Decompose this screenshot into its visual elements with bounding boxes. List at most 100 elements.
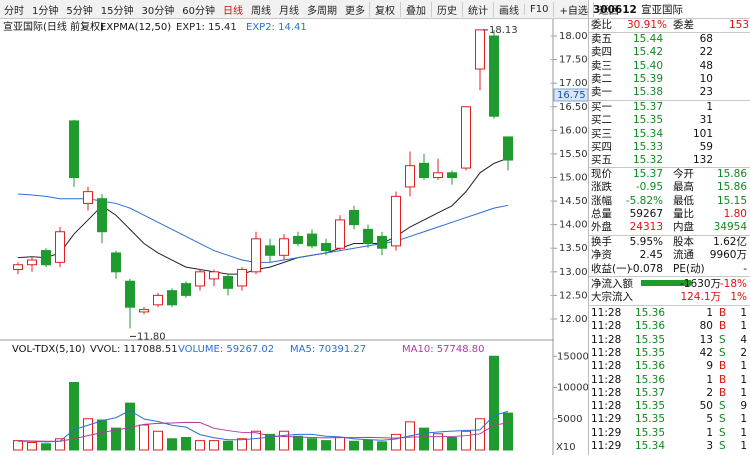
bid-label: 买二 <box>591 114 612 127</box>
tool-button[interactable]: +自选 <box>553 1 592 17</box>
ask-price: 15.38 <box>632 86 663 99</box>
bid-label: 买一 <box>591 101 612 113</box>
y-tick-label: 16.00 <box>559 125 588 136</box>
candle-body <box>55 231 65 263</box>
stat-label: 涨幅 <box>591 194 612 207</box>
candle-body <box>251 238 261 273</box>
stat-value: 34954 <box>713 221 747 234</box>
period-tab[interactable]: 1分钟 <box>32 5 59 17</box>
volume-bar <box>307 438 317 451</box>
stat-value: 15.15 <box>716 194 747 207</box>
candle-body <box>503 136 513 161</box>
bid-label: 买四 <box>591 140 612 153</box>
trade-count: 1 <box>740 413 747 426</box>
candle-body <box>195 271 205 287</box>
trade-price: 15.36 <box>634 320 665 333</box>
candle-body <box>181 283 191 296</box>
volume-bar <box>293 435 303 451</box>
stat-value: 15.86 <box>716 181 747 194</box>
flow-value: -1630万 <box>679 278 721 290</box>
low-label: 11.80 <box>137 331 166 342</box>
ask-price: 15.42 <box>632 46 663 59</box>
bid-label: 买五 <box>591 154 612 167</box>
tool-button[interactable]: 历史 <box>430 1 462 17</box>
ask-volume: 22 <box>699 46 713 59</box>
tool-button[interactable]: 复权 <box>368 1 400 17</box>
finance-label: 净资 <box>591 249 612 262</box>
period-tab[interactable]: 日线 <box>222 5 243 17</box>
y-tick-label: 12.50 <box>559 290 588 301</box>
trade-price: 15.35 <box>634 400 665 413</box>
trade-price: 15.35 <box>634 413 665 426</box>
candle-body <box>363 228 373 245</box>
trade-volume: 80 <box>699 320 713 333</box>
volume-bar <box>489 355 499 451</box>
trade-volume: 1 <box>706 426 713 439</box>
volume-bar <box>265 433 275 451</box>
candle-body <box>97 198 107 233</box>
period-tab[interactable]: 月线 <box>278 5 299 17</box>
period-tab[interactable]: 30分钟 <box>141 5 175 17</box>
y-tick-label: 13.00 <box>559 267 588 278</box>
candle-body <box>125 280 135 308</box>
tool-button[interactable]: F10 <box>523 3 553 15</box>
tool-button[interactable]: 叠加 <box>399 1 431 17</box>
candle-body <box>111 252 121 273</box>
period-tab[interactable]: 5分钟 <box>66 5 93 17</box>
stat-label: 总量 <box>591 207 612 220</box>
candle-body <box>27 259 37 266</box>
toolbar: 分时 1分钟 5分钟 15分钟 30分钟 60分钟 日线 周线 月线 多周期 更多 复权 叠加 历史 统计画… <box>0 0 619 19</box>
period-tab[interactable]: 周线 <box>250 5 271 17</box>
volume-bar <box>167 438 177 451</box>
tool-button[interactable]: 返回 <box>592 1 624 17</box>
period-tab[interactable]: 分时 <box>4 5 24 17</box>
trade-volume: 42 <box>699 346 713 359</box>
y-tick-label: 15.00 <box>559 172 588 183</box>
indicator-value: EXP1: 15.41 <box>176 22 237 33</box>
candle-body <box>321 243 331 252</box>
trade-count: 2 <box>740 346 747 359</box>
volume-bar <box>461 430 471 451</box>
ask-label: 卖四 <box>591 46 612 59</box>
period-tab[interactable]: 更多 <box>344 5 365 17</box>
stat-value: 15.37 <box>632 168 663 180</box>
trade-volume: 1 <box>706 373 713 386</box>
stock-code: 300612 <box>593 4 637 16</box>
volume-bar <box>69 382 79 451</box>
volume-bar <box>153 430 163 451</box>
ask-label: 卖三 <box>591 59 612 72</box>
stat-value: -0.95 <box>635 181 663 194</box>
candle-body <box>69 120 79 178</box>
tool-button[interactable]: 统计 <box>461 1 493 17</box>
volume-bar <box>447 437 457 451</box>
volume-bar <box>363 439 373 451</box>
finance-value: -0.078 <box>629 262 663 275</box>
cursor-price-box <box>553 88 588 102</box>
trade-volume: 3 <box>706 440 713 452</box>
volume-bar <box>349 440 359 451</box>
y-tick-label: 15000 <box>557 351 588 362</box>
bid-price: 15.35 <box>632 114 663 127</box>
candle-body <box>405 165 415 188</box>
candle-body <box>433 172 443 178</box>
flow-pct: 1% <box>730 291 747 304</box>
finance-value: 2.45 <box>639 249 663 262</box>
period-tab[interactable]: 15分钟 <box>100 5 134 17</box>
period-tab[interactable]: 多周期 <box>306 5 337 17</box>
volume-bar <box>237 438 247 451</box>
candle-body <box>139 309 149 313</box>
trade-count: 9 <box>740 400 747 413</box>
trade-price: 15.34 <box>634 440 665 452</box>
trade-volume: 13 <box>699 333 713 346</box>
period-tab[interactable]: 60分钟 <box>182 5 215 17</box>
trade-count: 1 <box>740 426 747 439</box>
volume-bar <box>419 427 429 451</box>
tool-button[interactable]: 画线 <box>492 1 524 17</box>
finance-label: 流通 <box>673 249 694 262</box>
indicator-name: EXPMA(12,50) <box>100 22 171 33</box>
trade-time: 11:28 <box>591 373 622 386</box>
candle-body <box>391 195 401 247</box>
volume-bar <box>433 433 443 451</box>
stat-label: 内盘 <box>673 221 694 234</box>
